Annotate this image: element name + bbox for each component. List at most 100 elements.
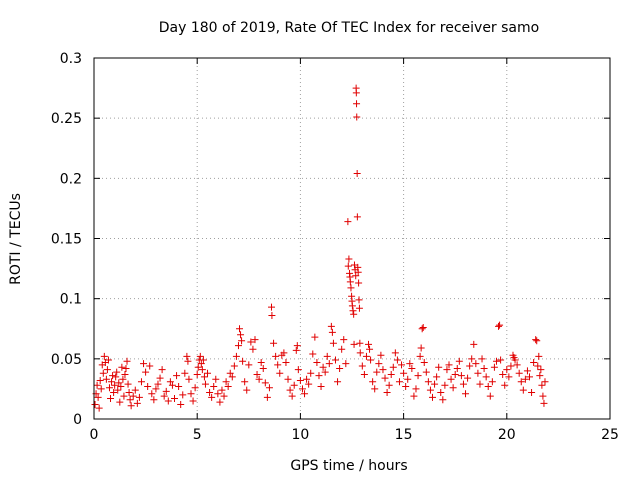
data-point: [464, 374, 472, 382]
plot-frame: [93, 57, 611, 420]
data-point: [402, 383, 410, 391]
data-point: [103, 366, 111, 374]
data-point: [480, 364, 488, 372]
data-point: [292, 346, 300, 354]
data-point: [137, 378, 145, 386]
data-point: [349, 307, 357, 315]
data-point: [338, 345, 346, 353]
data-point: [478, 355, 486, 363]
data-point: [133, 399, 141, 407]
data-point: [495, 322, 503, 330]
data-point: [126, 396, 134, 404]
data-point: [418, 325, 426, 333]
data-point: [107, 395, 115, 403]
data-point: [383, 389, 391, 397]
data-point: [511, 356, 519, 364]
data-point: [410, 392, 418, 400]
data-point: [284, 375, 292, 383]
data-point: [470, 340, 478, 348]
y-tick-label: 0.3: [60, 51, 82, 67]
data-point: [433, 373, 441, 381]
data-point: [187, 390, 195, 398]
data-point: [293, 342, 301, 350]
data-point: [535, 352, 543, 360]
data-point: [539, 392, 547, 400]
data-point: [268, 303, 276, 311]
data-point: [537, 366, 545, 374]
data-point: [177, 401, 185, 409]
data-point: [406, 360, 414, 368]
data-point: [462, 390, 470, 398]
data-point: [184, 357, 192, 365]
data-point: [419, 324, 427, 332]
data-point: [259, 364, 267, 372]
data-point: [253, 370, 261, 378]
data-point: [100, 352, 108, 360]
data-point: [371, 385, 379, 393]
y-tick-label: 0.2: [60, 171, 82, 187]
data-point: [212, 375, 220, 383]
data-point: [122, 364, 130, 372]
data-point: [346, 278, 354, 286]
data-point: [99, 369, 107, 377]
data-point: [362, 352, 370, 360]
data-point: [199, 356, 207, 364]
data-point: [468, 355, 476, 363]
data-point: [142, 368, 150, 376]
data-point: [120, 392, 128, 400]
data-point: [426, 386, 434, 394]
data-point: [95, 404, 103, 412]
data-point: [492, 357, 500, 365]
data-point: [156, 374, 164, 382]
data-point: [342, 360, 350, 368]
data-point: [353, 213, 361, 221]
data-point: [515, 369, 523, 377]
data-point: [530, 358, 538, 366]
data-point: [484, 383, 492, 391]
data-point: [112, 373, 120, 381]
data-point: [505, 373, 513, 381]
data-point: [298, 385, 306, 393]
data-point: [538, 381, 546, 389]
x-axis-label: GPS time / hours: [290, 458, 407, 474]
data-point: [96, 376, 104, 384]
data-point: [236, 325, 244, 333]
data-point: [276, 369, 284, 377]
data-point: [109, 372, 117, 380]
x-tick-label: 25: [601, 427, 619, 443]
data-point: [439, 396, 447, 404]
data-point: [482, 373, 490, 381]
data-point: [353, 170, 361, 178]
data-point: [389, 363, 397, 371]
data-point: [344, 218, 352, 226]
data-point: [270, 339, 278, 347]
data-point: [441, 381, 449, 389]
data-point: [356, 349, 364, 357]
data-point: [496, 321, 504, 329]
data-point: [144, 383, 152, 391]
data-point: [164, 397, 172, 405]
data-point: [321, 368, 329, 376]
data-point: [238, 337, 246, 345]
data-point: [173, 372, 181, 380]
x-tick-label: 0: [90, 427, 99, 443]
data-point: [507, 362, 515, 370]
data-point: [280, 349, 288, 357]
data-point: [455, 357, 463, 365]
data-point: [319, 363, 327, 371]
data-point: [379, 366, 387, 374]
data-point: [234, 342, 242, 350]
data-point: [416, 352, 424, 360]
data-point: [404, 375, 412, 383]
data-point: [245, 361, 253, 369]
data-point: [222, 378, 230, 386]
data-point: [93, 381, 101, 389]
data-point: [424, 378, 432, 386]
data-point: [497, 356, 505, 364]
data-point: [490, 363, 498, 371]
data-point: [412, 385, 420, 393]
y-tick-label: 0: [73, 412, 82, 428]
data-point: [160, 392, 168, 400]
data-point: [154, 380, 162, 388]
data-point: [150, 396, 158, 404]
